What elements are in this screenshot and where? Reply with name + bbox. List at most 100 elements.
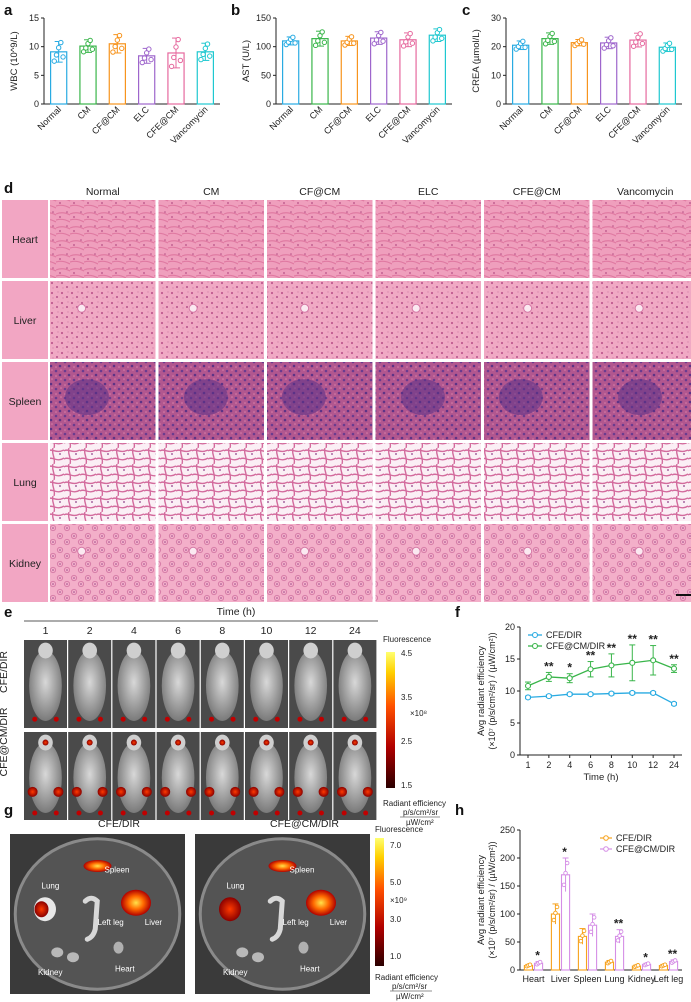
- replicate-point: [633, 39, 639, 45]
- replicate-point: [348, 34, 355, 40]
- fluorescence-spot: [341, 810, 347, 816]
- replicate-point: [114, 37, 121, 43]
- time-point-label: 10: [261, 625, 273, 637]
- replicate-point: [168, 63, 175, 70]
- data-point: [566, 675, 573, 682]
- vessel-lumen: [188, 303, 198, 313]
- in-vivo-imaging: Time (h) CFE@CM/DIR CFE/DIR 1 2 4 6 8 10 12 24 …: [0, 606, 446, 827]
- white-pulp-region: [183, 379, 228, 416]
- replicate-point: [645, 961, 651, 966]
- replicate-point: [630, 43, 637, 49]
- time-point-label: 2: [87, 625, 93, 637]
- vessel-lumen: [300, 303, 310, 313]
- x-tick-label: Normal: [35, 104, 63, 132]
- histology-image-kidney: [484, 524, 590, 602]
- y-tick-label: 15: [505, 654, 515, 664]
- replicate-point: [319, 29, 325, 35]
- y-tick-label: 0: [34, 99, 39, 109]
- row-label-cell: [2, 281, 48, 359]
- replicate-point: [148, 56, 154, 63]
- row-label-cell: [2, 200, 48, 278]
- bar-normal: [511, 44, 530, 105]
- fluorescence-spot: [253, 810, 259, 816]
- significance-marker: *: [562, 845, 567, 859]
- bar-cfe-cm: [629, 39, 647, 105]
- replicate-point: [380, 38, 386, 44]
- fluorescence-spot: [164, 810, 170, 816]
- replicate-point: [588, 929, 594, 935]
- replicate-point: [430, 38, 436, 44]
- mouse-body: [117, 650, 151, 721]
- organ-kidney: [67, 952, 79, 963]
- organ-label: Lung: [42, 881, 60, 890]
- fluorescence-spot: [274, 810, 280, 816]
- colorbar-unit-num: p/s/cm²/sr: [403, 808, 438, 817]
- x-tick-label: CM: [307, 104, 324, 121]
- fluorescence-colorbar-g: [375, 838, 384, 966]
- replicate-point: [110, 49, 116, 55]
- fluorescence-spot: [164, 716, 170, 722]
- vessel-lumen: [634, 303, 644, 313]
- legend-marker: [531, 631, 539, 639]
- histology-image-liver: [267, 281, 373, 359]
- replicate-point: [591, 915, 597, 920]
- mouse-head: [214, 642, 230, 659]
- colorbar-tick: 3.5: [401, 693, 413, 702]
- mouse-body: [205, 742, 239, 813]
- data-point: [545, 693, 552, 700]
- histology-row-label: Heart: [12, 234, 38, 246]
- replicate-point: [564, 860, 570, 866]
- fluorescence-spot: [337, 786, 347, 797]
- histology-image-liver: [50, 281, 156, 359]
- significance-marker: **: [607, 641, 617, 655]
- organ-lung: [219, 897, 241, 922]
- fluorescence-spot: [297, 810, 303, 816]
- mouse-head: [259, 642, 274, 659]
- histology-image-kidney: [50, 524, 156, 602]
- replicate-point: [617, 933, 622, 938]
- legend-label: CFE@CM/DIR: [546, 641, 606, 651]
- fluorescence-spot: [341, 716, 347, 722]
- organ-left-leg: [267, 895, 285, 942]
- organ-spleen: [83, 860, 112, 872]
- x-tick-label: 10: [627, 760, 637, 770]
- fluorescence-spot: [175, 739, 182, 746]
- replicate-point: [618, 929, 624, 934]
- x-tick-label: ELC: [594, 104, 614, 124]
- replicate-point: [608, 958, 614, 964]
- bar-vancomycin: [428, 34, 446, 105]
- histology-image-liver: [592, 281, 691, 359]
- significance-marker: *: [643, 950, 648, 964]
- replicate-point: [669, 46, 675, 53]
- y-tick-label: 50: [505, 937, 515, 947]
- histology-image-kidney: [592, 524, 691, 602]
- fluorescence-spot: [120, 810, 126, 816]
- replicate-point: [537, 959, 543, 965]
- replicate-point: [527, 962, 533, 967]
- x-tick-label: 24: [669, 760, 679, 770]
- fluorescence-spot: [230, 810, 236, 816]
- fluorescence-spot: [76, 810, 82, 816]
- significance-marker: **: [544, 659, 554, 673]
- bar-cf-cm: [570, 42, 588, 105]
- legend-marker: [603, 835, 609, 841]
- y-tick-label: 150: [256, 13, 271, 23]
- y-tick-label: 150: [500, 881, 515, 891]
- replicate-point: [116, 32, 123, 39]
- replicate-point: [578, 37, 585, 43]
- y-axis-label: Avg radiant efficiency: [476, 646, 487, 736]
- fluorescence-spot: [318, 810, 324, 816]
- x-tick-label: Spleen: [573, 974, 601, 984]
- organ-lung-signal: [34, 901, 49, 918]
- vessel-lumen: [411, 303, 421, 313]
- fluorescence-spot: [141, 786, 152, 797]
- panel-label-d: d: [4, 180, 13, 197]
- replicate-point: [175, 36, 181, 43]
- replicate-point: [207, 53, 213, 59]
- mouse-body: [338, 650, 372, 721]
- replicate-point: [403, 39, 409, 45]
- fluorescence-spot: [186, 786, 196, 797]
- histology-image-liver: [375, 281, 481, 359]
- fluorescence-spot: [142, 716, 148, 722]
